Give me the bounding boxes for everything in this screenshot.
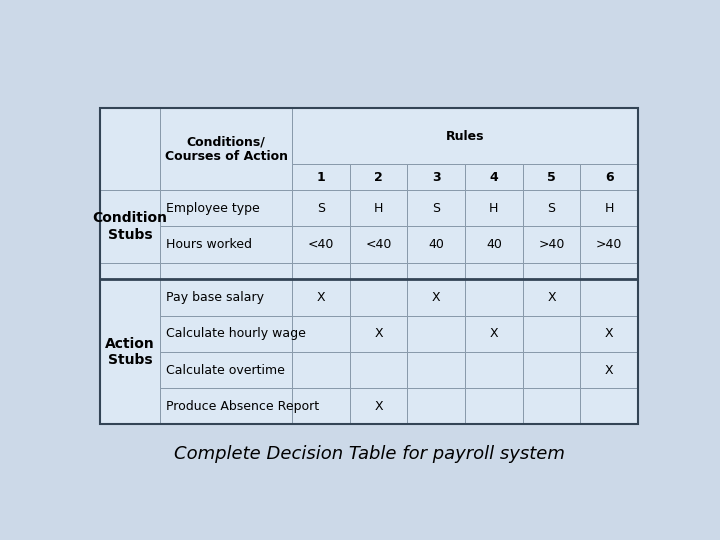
Bar	[350, 226, 408, 263]
Bar	[580, 164, 638, 190]
Text: Hours worked: Hours worked	[166, 238, 251, 251]
Bar	[523, 388, 580, 424]
Bar	[465, 190, 523, 226]
Bar	[580, 388, 638, 424]
Text: 40: 40	[486, 238, 502, 251]
Bar	[465, 388, 523, 424]
Bar	[523, 315, 580, 352]
Bar	[100, 109, 161, 190]
Text: X: X	[605, 363, 613, 376]
Bar	[292, 388, 350, 424]
Bar	[580, 190, 638, 226]
Bar	[161, 263, 292, 279]
Bar	[292, 190, 350, 226]
Bar	[161, 109, 292, 190]
Bar	[350, 315, 408, 352]
Text: H: H	[489, 202, 498, 215]
Bar	[465, 263, 523, 279]
Bar	[408, 315, 465, 352]
Bar	[292, 263, 350, 279]
Text: S: S	[547, 202, 556, 215]
Text: X: X	[547, 291, 556, 304]
Bar	[408, 388, 465, 424]
Bar	[408, 352, 465, 388]
Text: 4: 4	[490, 171, 498, 184]
Text: X: X	[432, 291, 441, 304]
Bar	[523, 352, 580, 388]
Bar	[465, 164, 523, 190]
Bar	[408, 164, 465, 190]
Text: X: X	[605, 327, 613, 340]
Bar	[408, 226, 465, 263]
Bar	[161, 190, 292, 226]
Bar	[161, 352, 292, 388]
Text: X: X	[374, 327, 383, 340]
Bar	[161, 226, 292, 263]
Bar	[523, 279, 580, 315]
Bar	[350, 279, 408, 315]
Text: Action
Stubs: Action Stubs	[105, 337, 155, 367]
Text: Produce Absence Report: Produce Absence Report	[166, 400, 319, 413]
Bar	[161, 279, 292, 315]
Bar	[292, 315, 350, 352]
Bar	[523, 164, 580, 190]
Bar	[580, 315, 638, 352]
Text: X: X	[374, 400, 383, 413]
Bar	[350, 388, 408, 424]
Text: 1: 1	[317, 171, 325, 184]
Bar	[408, 263, 465, 279]
Bar	[408, 190, 465, 226]
Text: 40: 40	[428, 238, 444, 251]
Bar	[465, 226, 523, 263]
Text: 3: 3	[432, 171, 441, 184]
Text: <40: <40	[365, 238, 392, 251]
Text: X: X	[490, 327, 498, 340]
Text: S: S	[432, 202, 440, 215]
Text: Complete Decision Table for payroll system: Complete Decision Table for payroll syst…	[174, 444, 564, 463]
Bar	[465, 315, 523, 352]
Text: Calculate overtime: Calculate overtime	[166, 363, 284, 376]
Bar	[465, 279, 523, 315]
Bar	[523, 190, 580, 226]
Bar	[350, 190, 408, 226]
Text: >40: >40	[539, 238, 564, 251]
Bar	[161, 315, 292, 352]
Text: H: H	[374, 202, 383, 215]
Bar	[523, 226, 580, 263]
Text: Pay base salary: Pay base salary	[166, 291, 264, 304]
Text: Conditions/
Courses of Action: Conditions/ Courses of Action	[165, 136, 288, 163]
Bar	[523, 263, 580, 279]
Bar	[100, 263, 161, 279]
Bar	[100, 190, 161, 263]
Text: Condition
Stubs: Condition Stubs	[93, 211, 168, 241]
Text: H: H	[605, 202, 614, 215]
Text: S: S	[317, 202, 325, 215]
Bar	[292, 109, 638, 164]
Bar	[100, 279, 161, 424]
Text: Employee type: Employee type	[166, 202, 259, 215]
Bar	[292, 164, 350, 190]
Bar	[292, 279, 350, 315]
Text: Calculate hourly wage: Calculate hourly wage	[166, 327, 305, 340]
Bar	[580, 352, 638, 388]
Bar	[161, 388, 292, 424]
Bar	[350, 164, 408, 190]
Bar	[580, 279, 638, 315]
Text: <40: <40	[307, 238, 334, 251]
Bar	[580, 226, 638, 263]
Bar	[100, 109, 638, 424]
Bar	[350, 352, 408, 388]
Bar	[580, 263, 638, 279]
Text: Rules: Rules	[446, 130, 485, 143]
Bar	[292, 352, 350, 388]
Bar	[408, 279, 465, 315]
Bar	[292, 226, 350, 263]
Bar	[350, 263, 408, 279]
Bar	[465, 352, 523, 388]
Text: >40: >40	[596, 238, 622, 251]
Text: 5: 5	[547, 171, 556, 184]
Text: 6: 6	[605, 171, 613, 184]
Text: X: X	[317, 291, 325, 304]
Text: 2: 2	[374, 171, 383, 184]
